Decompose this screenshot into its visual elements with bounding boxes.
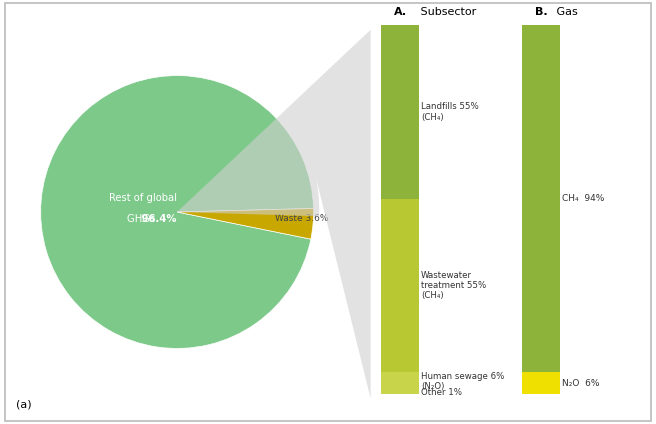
Text: Landfills 55%
(CH₄): Landfills 55% (CH₄) bbox=[421, 103, 479, 122]
Text: Human sewage 6%
(N₂O): Human sewage 6% (N₂O) bbox=[421, 372, 504, 391]
Bar bbox=[381, 391, 419, 394]
Text: Rest of global: Rest of global bbox=[109, 193, 177, 204]
Wedge shape bbox=[41, 75, 314, 349]
Text: A.: A. bbox=[394, 7, 407, 17]
Text: CH₄  94%: CH₄ 94% bbox=[562, 194, 604, 204]
Text: Wastewater
treatment 55%
(CH₄): Wastewater treatment 55% (CH₄) bbox=[421, 271, 486, 301]
Bar bbox=[381, 25, 419, 199]
Text: Other 1%: Other 1% bbox=[421, 388, 462, 397]
Bar bbox=[522, 372, 560, 394]
Text: Subsector: Subsector bbox=[417, 7, 476, 17]
Text: Gas: Gas bbox=[553, 7, 578, 17]
Text: N₂O  6%: N₂O 6% bbox=[562, 379, 600, 388]
Wedge shape bbox=[177, 209, 314, 239]
Text: 96.4%: 96.4% bbox=[110, 214, 176, 224]
Bar bbox=[381, 199, 419, 372]
Polygon shape bbox=[177, 30, 371, 399]
Bar bbox=[522, 25, 560, 372]
Text: B.: B. bbox=[535, 7, 548, 17]
Text: Waste 3.6%: Waste 3.6% bbox=[276, 214, 329, 223]
Bar bbox=[381, 372, 419, 391]
Text: GHGs: GHGs bbox=[127, 214, 159, 224]
Text: (a): (a) bbox=[16, 399, 32, 409]
